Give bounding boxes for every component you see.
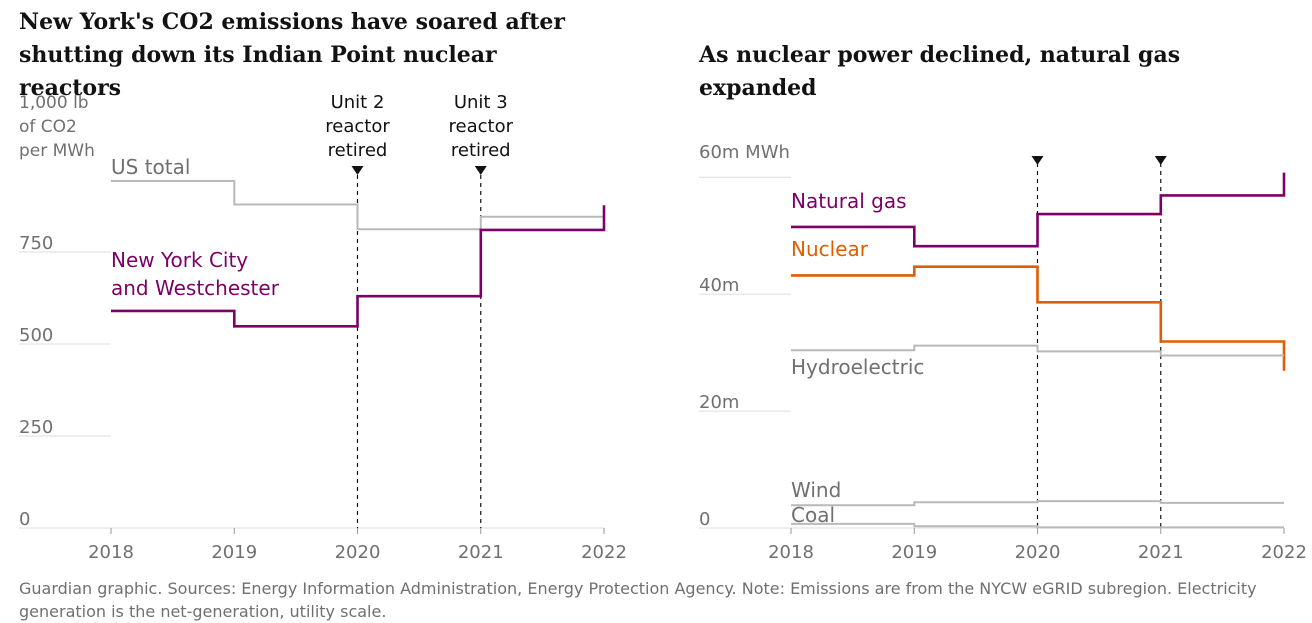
reactor-annotation: reactor	[449, 116, 514, 137]
reactor-annotation: Unit 2	[331, 92, 385, 113]
reactor-annotation: retired	[328, 140, 388, 161]
reactor-annotation: reactor	[325, 116, 390, 137]
series-label-us-total: US total	[111, 155, 190, 179]
y-tick-label: 250	[19, 417, 53, 438]
reactor-marker-icon	[351, 166, 364, 175]
reactor-marker-icon	[1154, 156, 1167, 165]
series-label-wind: Wind	[791, 478, 841, 502]
x-tick-label: 2019	[891, 542, 937, 563]
x-tick-label: 2020	[1015, 542, 1061, 563]
y-tick-label: 20m	[699, 392, 739, 413]
y-tick-label: 500	[19, 325, 53, 346]
generation-chart: 0 20m 40m 2018 2019 2020 2021 2022 60m MWh Natura…	[699, 142, 1307, 563]
y-unit-label: 60m MWh	[699, 142, 790, 163]
series-line-new-york-city-and-westchester	[111, 205, 606, 328]
y-tick-label: 0	[699, 509, 710, 530]
y-unit-label: of CO2	[19, 117, 77, 137]
x-tick-label: 2018	[88, 542, 134, 563]
x-tick-label: 2018	[768, 542, 814, 563]
x-tick-label: 2019	[211, 542, 257, 563]
series-line-hydroelectric	[791, 344, 1284, 357]
x-tick-label: 2022	[1261, 542, 1307, 563]
chart-title-left: New York's CO2 emissions have soared aft…	[19, 9, 566, 101]
series-label-nuclear: Nuclear	[791, 237, 869, 261]
series-line-coal	[791, 522, 1284, 529]
series-label-nyc-westchester: New York City	[111, 248, 248, 272]
series-label-coal: Coal	[791, 503, 835, 527]
reactor-marker-icon	[1031, 156, 1044, 165]
chart-title-right: As nuclear power declined, natural gas e…	[699, 42, 1181, 101]
series-line-us-total	[111, 180, 604, 231]
series-line-nuclear	[791, 265, 1286, 371]
x-tick-label: 2022	[581, 542, 627, 563]
y-unit-label: 1,000 lb	[19, 93, 89, 113]
y-unit-label: per MWh	[19, 141, 95, 161]
series-line-wind	[791, 500, 1284, 507]
x-tick-label: 2020	[335, 542, 381, 563]
series-label-natural-gas: Natural gas	[791, 189, 907, 213]
series-label-hydroelectric: Hydroelectric	[791, 355, 924, 379]
y-tick-label: 0	[19, 509, 30, 530]
y-tick-label: 750	[19, 233, 53, 254]
emissions-chart: 0 250 500 750 2018 2019 2020 2021 2022 1,000 lb of…	[19, 92, 627, 563]
x-tick-label: 2021	[1138, 542, 1184, 563]
reactor-annotation: retired	[451, 140, 511, 161]
series-label-nyc-westchester: and Westchester	[111, 276, 280, 300]
y-tick-label: 40m	[699, 275, 739, 296]
x-tick-label: 2021	[458, 542, 504, 563]
source-note: Guardian graphic. Sources: Energy Inform…	[19, 579, 1257, 621]
reactor-marker-icon	[474, 166, 487, 175]
series-line-natural-gas	[791, 172, 1286, 248]
reactor-annotation: Unit 3	[454, 92, 508, 113]
